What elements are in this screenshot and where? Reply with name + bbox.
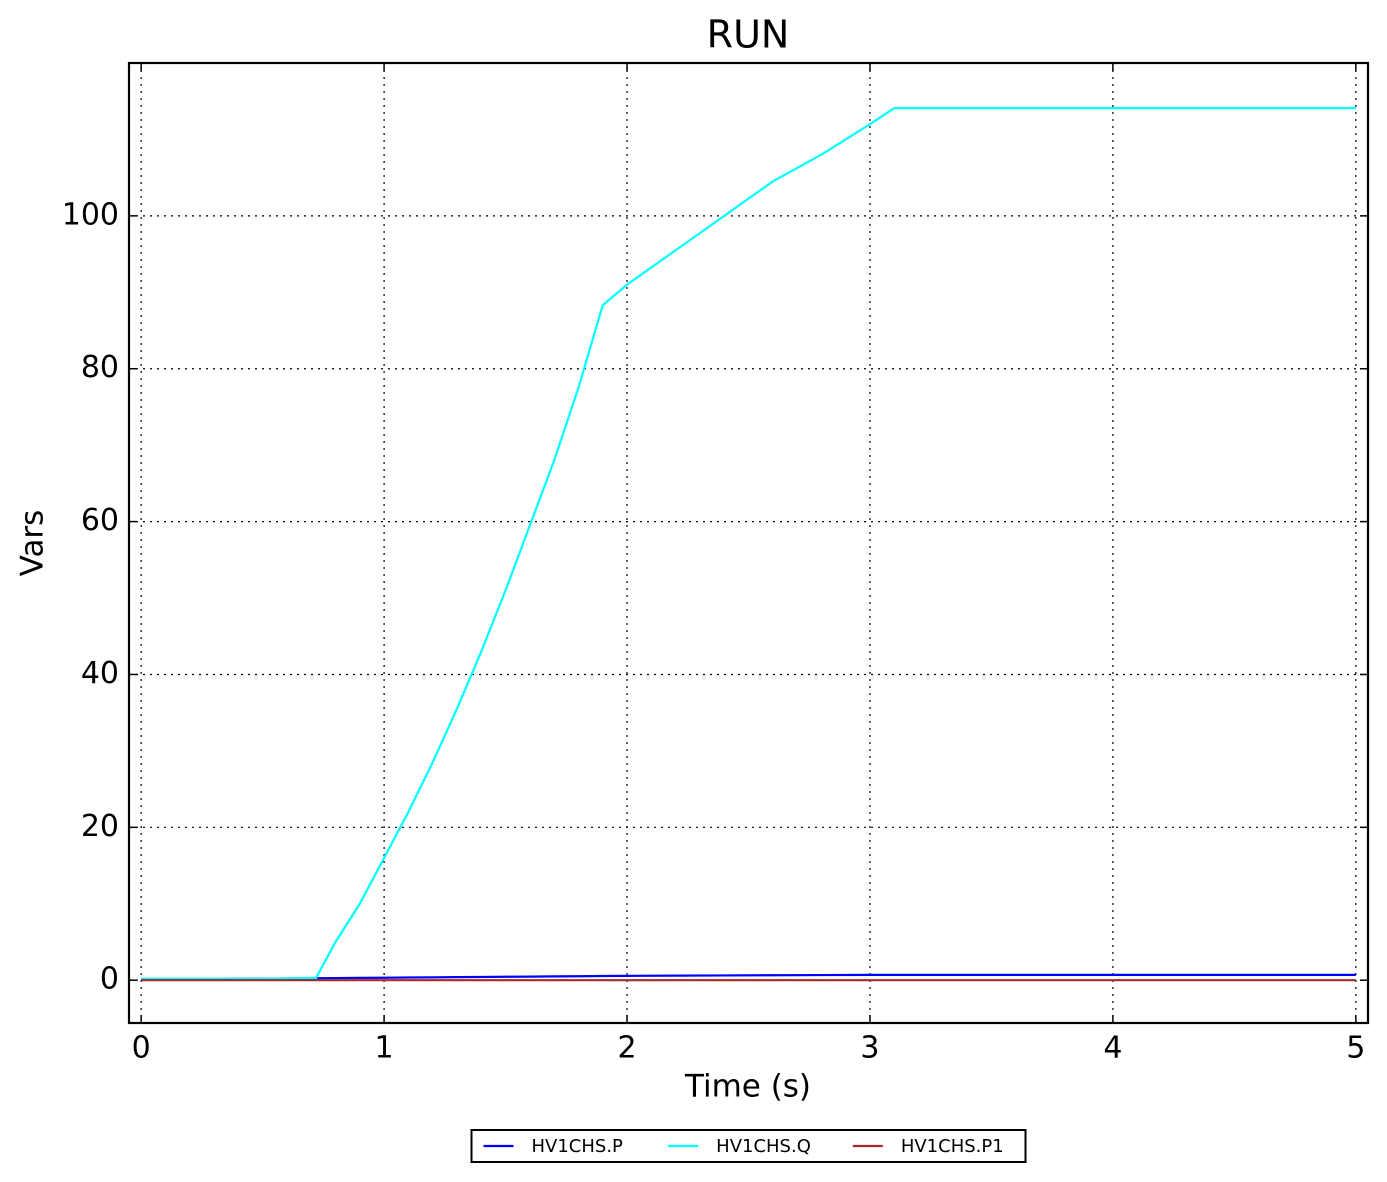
legend-label: HV1CHS.Q: [716, 1136, 811, 1157]
legend-label: HV1CHS.P1: [901, 1136, 1004, 1157]
legend: HV1CHS.P HV1CHS.Q HV1CHS.P1: [470, 1129, 1027, 1163]
series-line: [141, 973, 1356, 981]
y-tick-label: 20: [81, 809, 119, 844]
legend-box: [470, 1129, 1027, 1163]
x-tick-label: 5: [1346, 1031, 1365, 1066]
plot-frame: [127, 61, 1370, 1025]
x-tick-label: 1: [375, 1031, 394, 1066]
y-axis-label: Vars: [15, 510, 51, 577]
y-tick-label: 100: [62, 197, 119, 232]
y-tick-label: 60: [81, 503, 119, 538]
x-tick-label: 4: [1103, 1031, 1122, 1066]
chart-title: RUN: [707, 13, 790, 57]
legend-label: HV1CHS.P: [532, 1136, 624, 1157]
x-axis-label: Time (s): [684, 1069, 811, 1105]
y-tick-label: 80: [81, 350, 119, 385]
x-tick-label: 2: [617, 1031, 636, 1066]
x-tick-label: 3: [860, 1031, 879, 1066]
y-tick-label: 40: [81, 656, 119, 691]
y-tick-label: 0: [100, 962, 119, 997]
series-line: [141, 106, 1356, 980]
x-tick-label: 0: [132, 1031, 151, 1066]
